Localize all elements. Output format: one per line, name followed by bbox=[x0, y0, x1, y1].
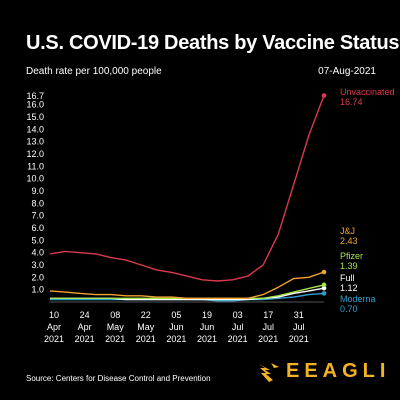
x-tick-day: 03 bbox=[233, 310, 243, 320]
series-label-value: 0.70 bbox=[340, 304, 358, 314]
y-tick-label: 3.0 bbox=[31, 260, 44, 270]
x-tick-month: Jun bbox=[200, 322, 215, 332]
brand-name: EEAGLI bbox=[286, 360, 391, 382]
series-label-name: Pfizer bbox=[340, 251, 363, 261]
series-line-unvaccinated bbox=[49, 95, 325, 282]
x-tick-year: 2021 bbox=[197, 334, 217, 344]
y-tick-label: 2.0 bbox=[31, 272, 44, 282]
brand-logo: EEAGLI bbox=[258, 360, 390, 383]
x-tick-day: 05 bbox=[171, 310, 181, 320]
series-end-point bbox=[321, 93, 327, 98]
x-tick-year: 2021 bbox=[228, 334, 248, 344]
x-tick-year: 2021 bbox=[105, 334, 125, 344]
series-label-name: Unvaccinated bbox=[340, 87, 395, 97]
x-tick-month: Apr bbox=[47, 322, 61, 332]
y-axis: 1.0 2.0 3.0 4.0 5.0 6.0 7.0 8.0 9.0 10.0 11.0 12.0 1… bbox=[26, 91, 324, 303]
y-tick-label: 14.0 bbox=[26, 124, 44, 134]
chart-subtitle: Death rate per 100,000 people bbox=[26, 66, 162, 77]
y-tick-label: 13.0 bbox=[26, 137, 44, 147]
series-label-name: Moderna bbox=[340, 294, 376, 304]
x-tick-year: 2021 bbox=[258, 334, 278, 344]
x-tick-month: Apr bbox=[78, 322, 92, 332]
y-tick-label: 7.0 bbox=[31, 211, 44, 221]
x-axis: 10 Apr 2021 24 Apr 2021 08 May 2021 22 May 2021 05 Ju… bbox=[44, 310, 309, 344]
y-tick-label: 4.0 bbox=[31, 248, 44, 258]
source-note: Source: Centers for Disease Control and … bbox=[26, 374, 211, 383]
x-tick-month: Jul bbox=[232, 322, 244, 332]
y-tick-label: 11.0 bbox=[27, 161, 44, 171]
series-lines bbox=[49, 93, 327, 302]
eagle-icon bbox=[259, 362, 279, 382]
x-tick-day: 22 bbox=[141, 310, 151, 320]
series-line-jj bbox=[49, 271, 325, 299]
x-tick-day: 24 bbox=[80, 310, 90, 320]
y-tick-label: 5.0 bbox=[31, 235, 44, 245]
x-tick-year: 2021 bbox=[75, 334, 95, 344]
series-end-point bbox=[321, 285, 327, 291]
x-tick-month: Jun bbox=[169, 322, 184, 332]
y-tick-label: 6.0 bbox=[31, 223, 44, 233]
series-end-point bbox=[321, 291, 327, 296]
x-tick-year: 2021 bbox=[166, 334, 186, 344]
x-tick-year: 2021 bbox=[289, 334, 309, 344]
x-tick-day: 10 bbox=[49, 310, 59, 320]
y-tick-label: 8.0 bbox=[31, 198, 44, 208]
x-tick-day: 19 bbox=[202, 310, 212, 320]
series-end-point bbox=[321, 269, 327, 275]
x-tick-month: Jul bbox=[262, 322, 274, 332]
chart-date: 07-Aug-2021 bbox=[318, 66, 376, 77]
chart-title: U.S. COVID-19 Deaths by Vaccine Status bbox=[26, 32, 400, 54]
x-tick-day: 31 bbox=[294, 310, 304, 320]
y-tick-label: 16.0 bbox=[26, 100, 44, 110]
x-tick-year: 2021 bbox=[44, 334, 64, 344]
y-tick-label: 1.0 bbox=[31, 285, 44, 295]
series-label-value: 1.39 bbox=[340, 261, 358, 271]
x-tick-month: Jul bbox=[293, 322, 305, 332]
series-label-name: Full bbox=[340, 273, 355, 283]
y-tick-label: 9.0 bbox=[31, 186, 44, 196]
series-end-point bbox=[321, 282, 327, 288]
series-label-name: J&J bbox=[340, 226, 355, 236]
series-label-value: 1.12 bbox=[340, 283, 358, 293]
y-tick-label: 16.7 bbox=[26, 91, 44, 101]
series-label-value: 2.43 bbox=[340, 236, 358, 246]
y-tick-label: 15.0 bbox=[26, 112, 44, 122]
x-tick-month: May bbox=[137, 322, 155, 332]
y-tick-label: 10.0 bbox=[26, 174, 44, 184]
x-tick-day: 08 bbox=[110, 310, 120, 320]
x-tick-day: 17 bbox=[263, 310, 273, 320]
series-label-value: 16.74 bbox=[340, 97, 363, 107]
y-tick-label: 12.0 bbox=[26, 149, 44, 159]
x-tick-year: 2021 bbox=[136, 334, 156, 344]
x-tick-month: May bbox=[107, 322, 125, 332]
